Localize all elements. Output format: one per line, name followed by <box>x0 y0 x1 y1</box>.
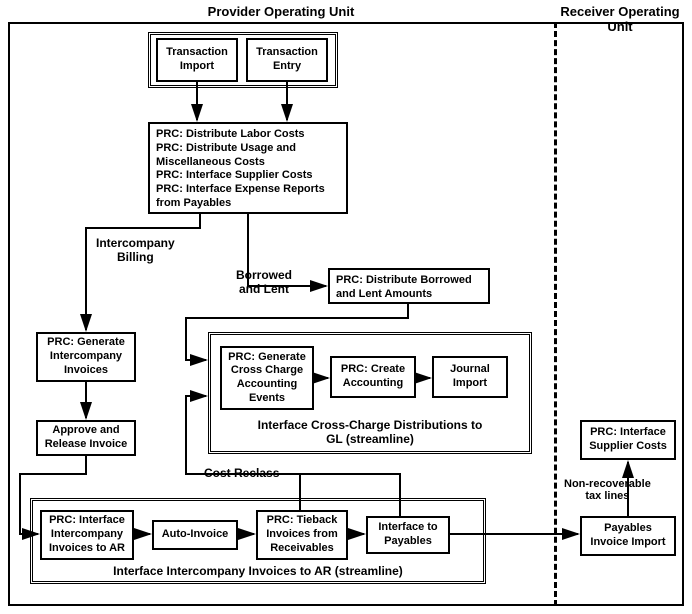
box-prc-distribute: PRC: Distribute Labor Costs PRC: Distrib… <box>148 122 348 214</box>
box-prc-create-acct: PRC: Create Accounting <box>330 356 416 398</box>
label-nonrecoverable: Non-recoverable tax lines <box>562 478 653 502</box>
box-journal-import: Journal Import <box>432 356 508 398</box>
label-borrowed: Borrowed and Lent <box>234 268 294 296</box>
label-intercompany: Intercompany Billing <box>94 236 177 264</box>
box-transaction-import: Transaction Import <box>156 38 238 82</box>
box-interface-payables: Interface to Payables <box>366 516 450 554</box>
box-approve-release: Approve and Release Invoice <box>36 420 136 456</box>
receiver-title: Receiver Operating Unit <box>556 4 684 34</box>
box-prc-tieback: PRC: Tieback Invoices from Receivables <box>256 510 348 560</box>
label-cost-reclass: Cost Reclass <box>202 466 281 480</box>
gl-caption: Interface Cross-Charge Distributions to … <box>208 418 532 446</box>
box-prc-interface-ar: PRC: Interface Intercompany Invoices to … <box>40 510 134 560</box>
box-prc-interface-supplier: PRC: Interface Supplier Costs <box>580 420 676 460</box>
box-prc-gen-cc: PRC: Generate Cross Charge Accounting Ev… <box>220 346 314 410</box>
box-prc-borrowed: PRC: Distribute Borrowed and Lent Amount… <box>328 268 490 304</box>
ar-caption: Interface Intercompany Invoices to AR (s… <box>30 564 486 578</box>
box-payables-import: Payables Invoice Import <box>580 516 676 556</box>
unit-divider <box>554 22 557 606</box>
diagram-canvas: Provider Operating Unit Receiver Operati… <box>0 0 692 614</box>
box-auto-invoice: Auto-Invoice <box>152 520 238 550</box>
box-prc-gen-intercompany: PRC: Generate Intercompany Invoices <box>36 332 136 382</box>
box-transaction-entry: Transaction Entry <box>246 38 328 82</box>
provider-title: Provider Operating Unit <box>8 4 554 19</box>
